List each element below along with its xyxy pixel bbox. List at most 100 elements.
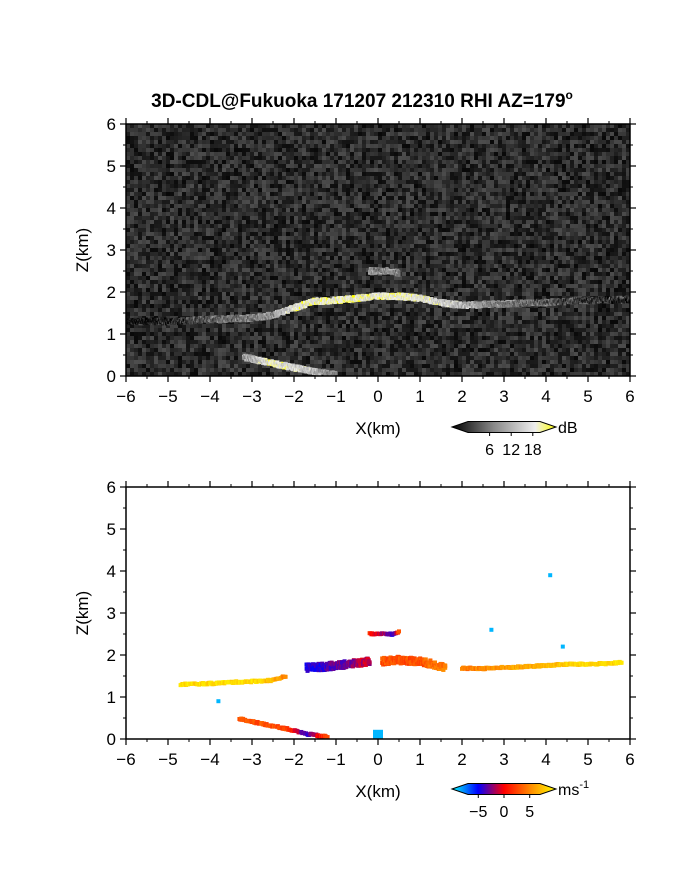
noise-pixel — [470, 228, 474, 232]
noise-pixel — [334, 152, 338, 156]
noise-pixel — [446, 204, 450, 208]
noise-pixel — [542, 124, 546, 128]
noise-pixel — [590, 184, 594, 188]
noise-pixel — [142, 280, 146, 284]
noise-pixel — [602, 260, 606, 264]
noise-pixel — [330, 236, 334, 240]
noise-pixel — [530, 152, 534, 156]
noise-pixel — [622, 144, 626, 148]
noise-pixel — [594, 236, 598, 240]
noise-pixel — [418, 276, 422, 280]
noise-pixel — [382, 224, 386, 228]
noise-pixel — [162, 140, 166, 144]
noise-pixel — [338, 144, 342, 148]
noise-pixel — [290, 128, 294, 132]
noise-pixel — [510, 220, 514, 224]
noise-pixel — [582, 148, 586, 152]
noise-pixel — [410, 212, 414, 216]
noise-pixel — [446, 244, 450, 248]
noise-pixel — [282, 136, 286, 140]
noise-pixel — [166, 232, 170, 236]
noise-pixel — [578, 200, 582, 204]
noise-pixel — [590, 216, 594, 220]
noise-pixel — [602, 192, 606, 196]
noise-pixel — [522, 260, 526, 264]
noise-pixel — [486, 248, 490, 252]
noise-pixel — [406, 220, 410, 224]
noise-pixel — [322, 248, 326, 252]
noise-pixel — [302, 144, 306, 148]
noise-pixel — [578, 168, 582, 172]
noise-pixel — [378, 160, 382, 164]
noise-pixel — [202, 132, 206, 136]
noise-pixel — [238, 256, 242, 260]
noise-pixel — [594, 180, 598, 184]
noise-pixel — [550, 252, 554, 256]
noise-pixel — [206, 152, 210, 156]
noise-pixel — [554, 188, 558, 192]
noise-pixel — [606, 224, 610, 228]
noise-pixel — [478, 272, 482, 276]
noise-pixel — [142, 124, 146, 128]
noise-pixel — [514, 204, 518, 208]
noise-pixel — [134, 212, 138, 216]
noise-pixel — [438, 260, 442, 264]
noise-pixel — [374, 260, 378, 264]
noise-pixel — [330, 204, 334, 208]
noise-pixel — [326, 244, 330, 248]
noise-pixel — [202, 156, 206, 160]
noise-pixel — [194, 208, 198, 212]
noise-pixel — [342, 184, 346, 188]
noise-pixel — [286, 236, 290, 240]
noise-pixel — [362, 248, 366, 252]
noise-pixel — [282, 280, 286, 284]
noise-pixel — [426, 232, 430, 236]
noise-pixel — [566, 268, 570, 272]
noise-pixel — [382, 236, 386, 240]
noise-pixel — [162, 176, 166, 180]
noise-pixel — [294, 244, 298, 248]
noise-pixel — [622, 168, 626, 172]
noise-pixel — [202, 224, 206, 228]
noise-pixel — [298, 252, 302, 256]
noise-pixel — [242, 172, 246, 176]
noise-pixel — [142, 136, 146, 140]
noise-pixel — [306, 204, 310, 208]
noise-pixel — [194, 144, 198, 148]
noise-pixel — [186, 280, 190, 284]
noise-pixel — [362, 236, 366, 240]
noise-pixel — [478, 248, 482, 252]
noise-pixel — [338, 248, 342, 252]
noise-pixel — [394, 220, 398, 224]
noise-pixel — [494, 156, 498, 160]
noise-pixel — [282, 256, 286, 260]
noise-pixel — [182, 196, 186, 200]
noise-pixel — [166, 148, 170, 152]
noise-pixel — [238, 176, 242, 180]
noise-pixel — [278, 172, 282, 176]
noise-pixel — [334, 136, 338, 140]
noise-pixel — [614, 144, 618, 148]
noise-pixel — [214, 148, 218, 152]
noise-pixel — [394, 180, 398, 184]
noise-pixel — [442, 280, 446, 284]
noise-pixel — [358, 232, 362, 236]
noise-pixel — [134, 140, 138, 144]
noise-pixel — [406, 156, 410, 160]
noise-pixel — [334, 172, 338, 176]
noise-pixel — [458, 148, 462, 152]
noise-pixel — [206, 272, 210, 276]
noise-pixel — [598, 216, 602, 220]
noise-pixel — [450, 192, 454, 196]
noise-pixel — [126, 172, 130, 176]
noise-pixel — [258, 228, 262, 232]
noise-pixel — [178, 280, 182, 284]
noise-pixel — [402, 280, 406, 284]
noise-pixel — [610, 224, 614, 228]
noise-pixel — [146, 276, 150, 280]
noise-pixel — [246, 240, 250, 244]
noise-pixel — [286, 136, 290, 140]
noise-pixel — [394, 252, 398, 256]
noise-pixel — [622, 192, 626, 196]
noise-pixel — [130, 256, 134, 260]
